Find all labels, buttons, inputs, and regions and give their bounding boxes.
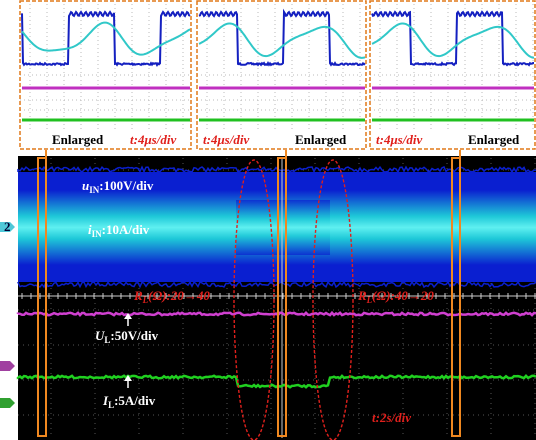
- current-wave: [372, 24, 534, 58]
- enlarged-label: Enlarged: [295, 132, 347, 147]
- channel-marker: [0, 398, 15, 408]
- enlarged-label: Enlarged: [468, 132, 520, 147]
- zoom-panel: t:4μs/div Enlarged: [370, 1, 536, 149]
- current-wave: [22, 23, 190, 55]
- enlarged-label: Enlarged: [52, 132, 104, 147]
- time-div-label: t:4μs/div: [130, 132, 176, 147]
- time-div-label: t:4μs/div: [376, 132, 422, 147]
- figure: Enlargedt:4μs/divt:4μs/divEnlargedt:4μs/…: [0, 0, 536, 440]
- voltage-wave: [372, 12, 534, 65]
- zoom-panel: t:4μs/div Enlarged: [197, 1, 367, 149]
- time-scale: t:2s/div: [372, 410, 411, 425]
- voltage-wave: [199, 12, 365, 65]
- channel-marker: [0, 361, 15, 371]
- voltage-wave: [22, 12, 190, 65]
- channel-marker-label: 2: [4, 219, 11, 234]
- zoom-panel: Enlarged t:4μs/div: [20, 1, 192, 149]
- time-div-label: t:4μs/div: [203, 132, 249, 147]
